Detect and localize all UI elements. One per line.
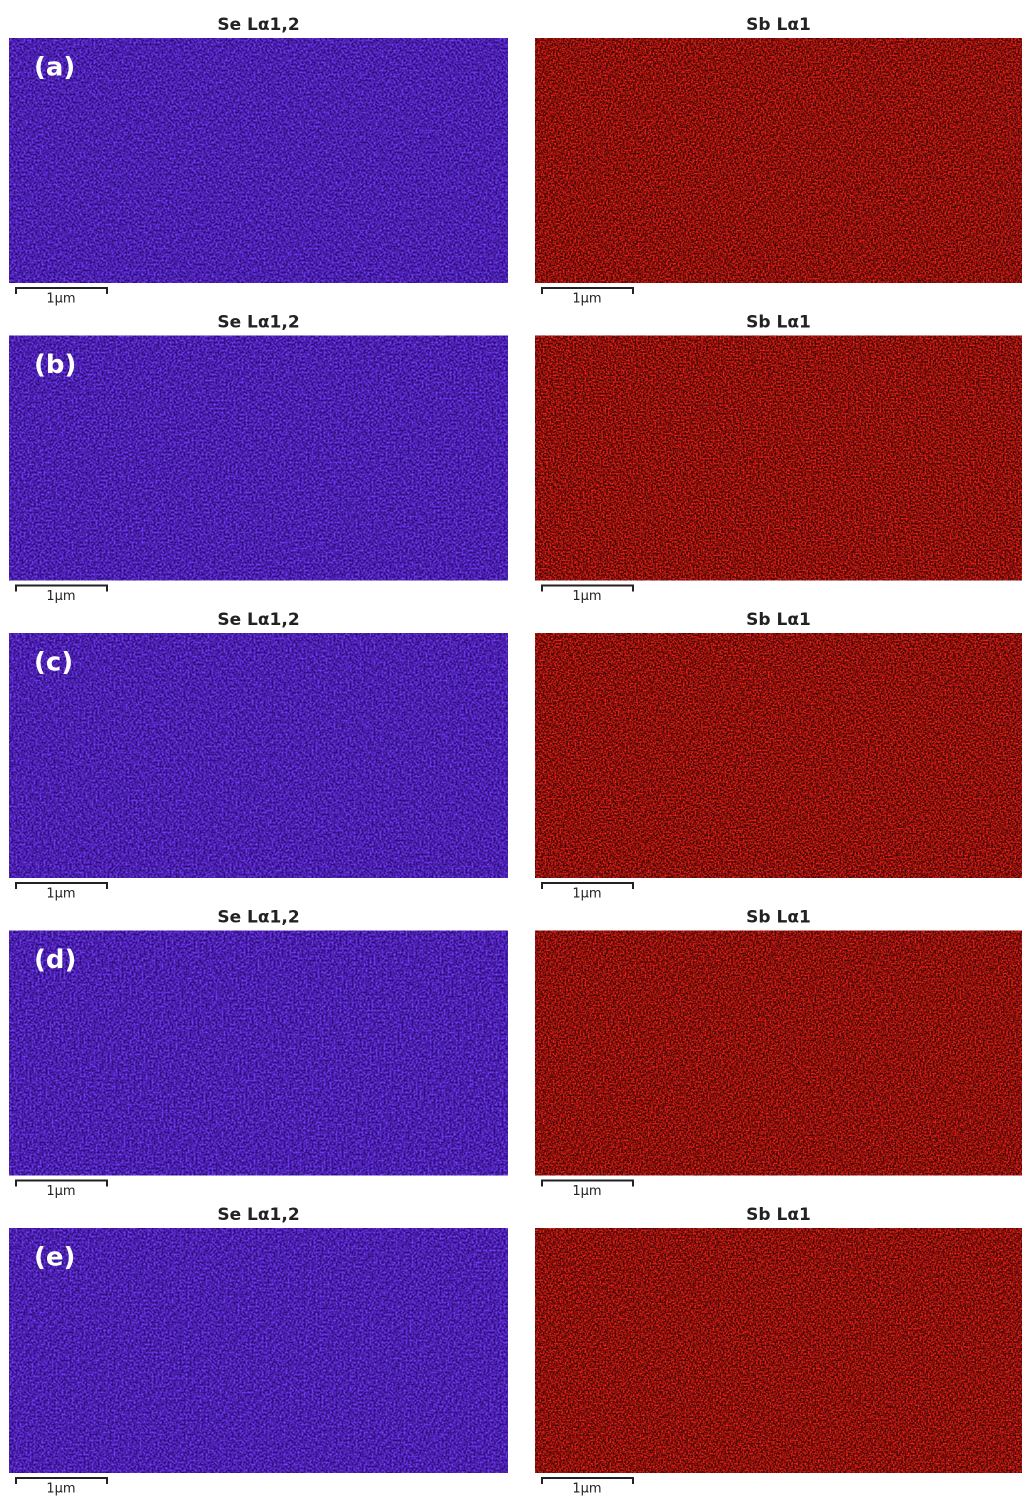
map-speckle	[9, 38, 508, 283]
map-panel: Sb Lα1 1μm	[535, 610, 1022, 902]
scale-label: 1μm	[46, 589, 75, 604]
scale-label: 1μm	[572, 887, 601, 902]
map-speckle	[9, 930, 508, 1176]
map-speckle	[9, 335, 508, 581]
panel-title: Se Lα1,2	[217, 610, 299, 630]
scale-bar	[541, 1179, 634, 1187]
map-speckle	[535, 335, 1022, 581]
map-panel: Se Lα1,2 1μm	[9, 15, 508, 307]
map-panel: Se Lα1,2 1μm	[9, 908, 508, 1199]
map-panel: Se Lα1,2 1μm	[9, 610, 508, 902]
map-panel: Se Lα1,2 1μm	[9, 313, 508, 604]
scale-bar	[541, 882, 634, 889]
scale-label: 1μm	[572, 1482, 601, 1497]
panel-label: (b)	[34, 350, 76, 380]
scale-label: 1μm	[46, 887, 75, 902]
map-panel: Sb Lα1 1μm	[535, 313, 1022, 604]
panel-title: Sb Lα1	[746, 908, 811, 928]
map-panel: Se Lα1,2 1μm	[9, 1205, 508, 1497]
panel-title: Sb Lα1	[746, 313, 811, 333]
scale-bar	[541, 1477, 634, 1484]
map-speckle	[535, 1228, 1022, 1473]
scale-bar	[541, 584, 634, 592]
scale-bar	[541, 287, 634, 294]
panel-label: (d)	[34, 945, 76, 975]
scale-label: 1μm	[572, 292, 601, 307]
scale-label: 1μm	[46, 1482, 75, 1497]
map-panel: Sb Lα1 1μm	[535, 1205, 1022, 1497]
map-speckle	[535, 633, 1022, 878]
map-panel: Sb Lα1 1μm	[535, 15, 1022, 307]
panel-label: (e)	[34, 1243, 75, 1273]
scale-label: 1μm	[572, 589, 601, 604]
panel-title: Sb Lα1	[746, 1205, 811, 1225]
scale-bar	[15, 584, 108, 592]
map-panel: Sb Lα1 1μm	[535, 908, 1022, 1199]
panel-title: Sb Lα1	[746, 610, 811, 630]
panel-title: Sb Lα1	[746, 15, 811, 35]
map-speckle	[535, 930, 1022, 1176]
scale-bar	[15, 882, 108, 889]
panel-title: Se Lα1,2	[217, 15, 299, 35]
panel-title: Se Lα1,2	[217, 313, 299, 333]
map-speckle	[9, 633, 508, 878]
scale-bar	[15, 1179, 108, 1187]
scale-label: 1μm	[46, 1184, 75, 1199]
map-speckle	[9, 1228, 508, 1473]
scale-label: 1μm	[572, 1184, 601, 1199]
map-speckle	[535, 38, 1022, 283]
scale-label: 1μm	[46, 292, 75, 307]
panel-title: Se Lα1,2	[217, 1205, 299, 1225]
scale-bar	[15, 1477, 108, 1484]
panel-label: (a)	[34, 53, 75, 83]
panel-title: Se Lα1,2	[217, 908, 299, 928]
panel-label: (c)	[34, 648, 73, 678]
scale-bar	[15, 287, 108, 294]
